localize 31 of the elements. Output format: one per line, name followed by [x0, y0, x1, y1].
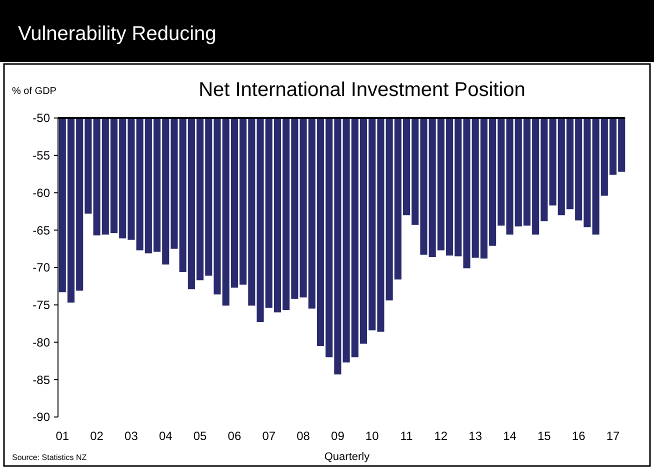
x-tick-label: 04: [158, 429, 173, 443]
x-tick-label: 09: [331, 429, 345, 443]
x-tick-label: 15: [538, 429, 552, 443]
x-tick-label: 14: [503, 429, 517, 443]
chart-subtitle: Net International Investment Position: [198, 79, 526, 101]
x-tick-label: 07: [262, 429, 276, 443]
x-tick-label: 03: [124, 429, 138, 443]
x-tick-label: 16: [572, 429, 586, 443]
y-tick-label: -75: [32, 298, 50, 312]
y-tick-label: -90: [32, 410, 50, 424]
x-tick-label: 05: [193, 429, 208, 443]
x-tick-label: 11: [400, 429, 414, 443]
y-tick-label: -85: [32, 372, 50, 387]
x-tick-label: 02: [90, 429, 104, 443]
y-tick-label: -60: [32, 186, 50, 200]
y-tick-label: -55: [32, 148, 50, 163]
y-tick-label: -65: [32, 223, 50, 238]
y-tick-label: -70: [32, 260, 50, 275]
x-tick-label: 06: [228, 429, 242, 443]
x-tick-label: 12: [434, 429, 448, 443]
x-tick-label: 13: [468, 429, 482, 443]
y-tick-label: -50: [32, 111, 50, 126]
x-tick-label: 08: [296, 429, 310, 443]
y-axis-title: % of GDP: [12, 86, 57, 97]
y-tick-label: -80: [32, 335, 50, 350]
x-tick-label: 10: [365, 429, 380, 443]
source-note: Source: Statistics NZ: [12, 453, 87, 462]
x-axis-title: Quarterly: [324, 451, 370, 463]
x-tick-label: 17: [606, 429, 620, 443]
chart-title: Vulnerability Reducing: [18, 23, 216, 45]
x-tick-label: 01: [56, 429, 70, 443]
